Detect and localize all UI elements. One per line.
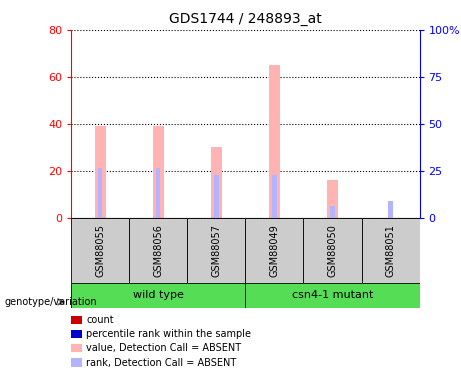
Bar [269, 65, 280, 218]
Text: GSM88055: GSM88055 [95, 224, 106, 277]
Bar [214, 176, 219, 217]
Text: GSM88049: GSM88049 [270, 224, 279, 277]
Text: percentile rank within the sample: percentile rank within the sample [86, 329, 251, 339]
Text: count: count [86, 315, 114, 325]
Bar [245, 283, 420, 308]
Bar [272, 176, 277, 217]
Bar [303, 217, 361, 283]
Text: csn4-1 mutant: csn4-1 mutant [292, 290, 373, 300]
Bar [327, 180, 338, 218]
Bar [153, 126, 164, 218]
Text: wild type: wild type [133, 290, 184, 300]
Title: GDS1744 / 248893_at: GDS1744 / 248893_at [169, 12, 322, 26]
Text: GSM88051: GSM88051 [385, 224, 396, 277]
Bar [99, 168, 102, 217]
Text: rank, Detection Call = ABSENT: rank, Detection Call = ABSENT [86, 357, 236, 368]
Bar [361, 217, 420, 283]
Text: GSM88056: GSM88056 [154, 224, 164, 277]
Bar [188, 217, 245, 283]
Bar [71, 217, 130, 283]
Bar [389, 201, 392, 217]
Text: GSM88057: GSM88057 [212, 224, 221, 277]
Bar [95, 126, 106, 218]
Bar [71, 283, 245, 308]
Bar [156, 168, 160, 217]
Text: value, Detection Call = ABSENT: value, Detection Call = ABSENT [86, 343, 241, 353]
Bar [245, 217, 303, 283]
Bar [130, 217, 188, 283]
Text: genotype/variation: genotype/variation [5, 297, 97, 307]
Text: GSM88050: GSM88050 [327, 224, 337, 277]
Bar [211, 147, 222, 218]
Bar [331, 206, 335, 218]
